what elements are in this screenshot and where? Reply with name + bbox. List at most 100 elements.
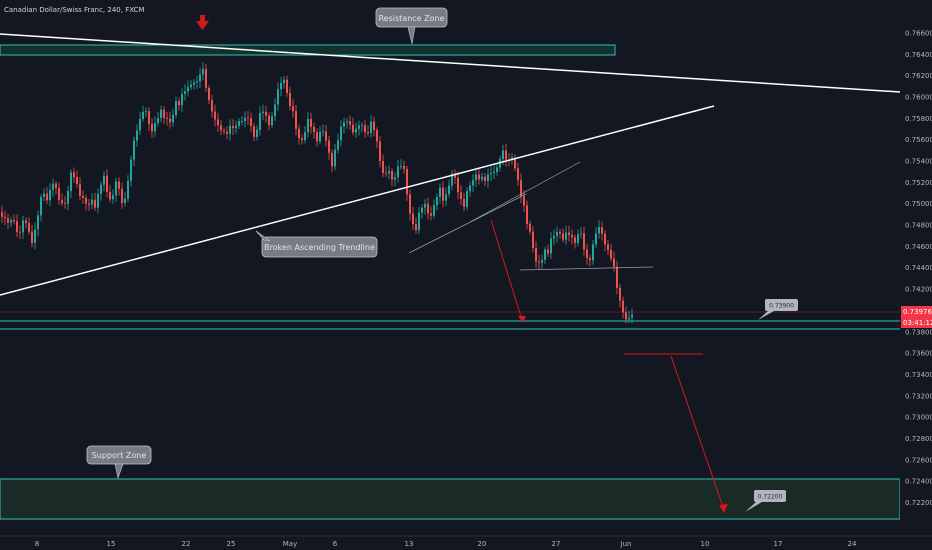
candle-body [532,231,534,248]
candle-body [46,193,48,201]
time-tick-label: May [283,540,297,548]
candle-body [478,174,480,180]
candle-body [517,168,519,181]
candle-body [13,220,15,222]
time-tick-label: 10 [701,540,710,548]
price-tick-label: 0.75000 [905,200,932,208]
candle-body [115,181,117,196]
time-tick-label: 15 [107,540,116,548]
descending-trendline[interactable] [0,33,901,93]
candle-body [376,130,378,142]
candle-body [61,199,63,204]
candle-body [295,111,297,129]
time-tick-label: Jun [620,540,632,548]
candle-body [349,121,351,125]
candle-body [49,189,51,201]
candle-body [592,244,594,261]
candle-body [70,172,72,191]
neckline [519,266,654,271]
candle-body [475,174,477,181]
candle-body [610,249,612,259]
candle-body [418,212,420,231]
candle-body [391,171,393,180]
candle-body [160,109,162,119]
candle-body [322,131,324,133]
target-high-label: 0.73900 [769,303,794,310]
candle-body [166,117,168,119]
candle-body [310,118,312,127]
candle-body [82,195,84,198]
price-tick-label: 0.75400 [905,158,932,166]
candle-body [292,106,294,112]
time-tick-label: 20 [478,540,487,548]
candle-body [412,213,414,225]
price-tick-label: 0.76000 [905,93,932,101]
candle-body [7,218,9,223]
resistance-zone-callout: Resistance Zone [375,7,448,45]
candle-body [145,111,147,113]
candle-body [358,125,360,129]
candle-body [247,117,249,119]
candle-body [613,258,615,267]
candle-body [265,111,267,116]
candle-body [241,121,243,122]
candle-body [421,207,423,213]
candle-body [325,131,327,141]
candle-body [127,180,129,199]
candle-body [307,118,309,133]
candle-body [148,111,150,125]
candle-body [271,116,273,126]
candle-body [106,175,108,192]
price-axis[interactable]: 0.76600 0.76400 0.76200 0.76000 0.75800 0.756… [900,0,932,536]
candle-body [229,125,231,134]
candle-body [574,237,576,243]
candle-body [79,184,81,196]
candle-body [439,187,441,197]
price-tick-label: 0.73800 [905,328,932,336]
candle-body [94,199,96,208]
candle-body [577,234,579,243]
broken-ascending-trendline[interactable] [0,105,715,296]
candle-body [337,140,339,150]
candle-body [367,132,369,134]
candle-body [361,125,363,127]
candle-body [76,177,78,185]
candle-body [16,221,18,232]
price-tick-label: 0.75200 [905,179,932,187]
time-tick-label: 24 [848,540,857,548]
candle-body [409,194,411,214]
candle-body [583,233,585,250]
candle-body [379,141,381,162]
candle-body [559,231,561,234]
trendline-label: Broken Ascending Trendline [264,243,375,252]
time-axis[interactable]: 8 15 22 25 May 6 13 20 27 Jun 10 17 24 [0,535,932,548]
price-tick-label: 0.75800 [905,115,932,123]
countdown-tag: 03:41:12 [901,317,932,328]
candle-body [217,119,219,126]
candle-body [73,172,75,178]
candle-body [598,227,600,234]
candle-body [1,212,3,217]
candle-body [175,101,177,116]
candle-body [55,183,57,188]
candle-body [163,109,165,118]
candle-body [214,111,216,120]
candle-body [43,193,45,197]
candle-body [178,101,180,106]
candle-body [433,205,435,216]
candle-body [37,215,39,230]
candle-body [172,115,174,123]
time-tick-label: 25 [227,540,236,548]
candle-body [451,173,453,186]
candle-body [595,233,597,245]
candle-body [586,249,588,259]
candle-body [268,115,270,126]
candle-body [232,125,234,129]
candle-body [601,227,603,234]
candle-body [199,74,201,82]
time-tick-label: 8 [35,540,39,548]
support-zone [0,478,901,520]
candle-body [319,131,321,142]
candle-body [541,259,543,263]
